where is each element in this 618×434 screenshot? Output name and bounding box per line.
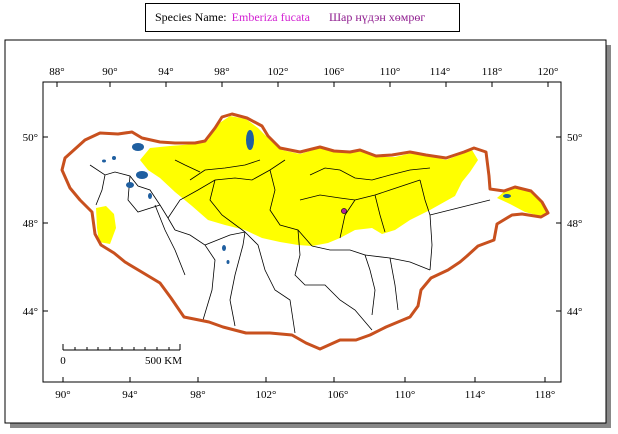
bottom-lon-label: 118° — [535, 389, 556, 401]
top-lon-label: 102° — [268, 66, 289, 78]
scale-end-label: 500 KM — [145, 355, 182, 367]
local-name: Шар нүдэн хөмрөг — [328, 10, 426, 24]
bottom-longitude-labels: 90° 94° 98° 102° 106° 110° 114° 118° — [55, 389, 555, 401]
bottom-lon-label: 94° — [122, 389, 137, 401]
left-lat-label: 44° — [23, 306, 38, 318]
left-lat-label: 50° — [23, 132, 38, 144]
species-title-box: Species Name: Emberiza fucata Шар нүдэн … — [145, 3, 460, 32]
species-name-label: Species Name: — [155, 10, 227, 24]
top-lon-label: 106° — [324, 66, 345, 78]
scale-start-label: 0 — [60, 355, 66, 367]
species-range-main — [140, 116, 478, 246]
top-lon-label: 114° — [430, 66, 451, 78]
top-lon-label: 88° — [49, 66, 64, 78]
top-lon-label: 120° — [538, 66, 559, 78]
top-lon-label: 94° — [158, 66, 173, 78]
lakes — [102, 130, 511, 264]
top-longitude-labels: 88° 90° 94° 98° 102° 106° 110° 114° 118°… — [49, 66, 558, 78]
internal-boundaries — [89, 159, 491, 334]
capital-marker — [341, 208, 347, 214]
scale-bar — [62, 344, 181, 351]
latitude-labels: 50° 48° 44° 50° 48° 44° — [23, 132, 583, 318]
bottom-lon-label: 106° — [328, 389, 349, 401]
left-lat-label: 48° — [23, 218, 38, 230]
bottom-lon-label: 102° — [256, 389, 277, 401]
scientific-name: Emberiza fucata — [231, 10, 310, 24]
bottom-lon-label: 114° — [465, 389, 486, 401]
country-border — [60, 112, 550, 351]
species-range-northcenter — [230, 132, 242, 156]
species-range-west — [96, 206, 116, 244]
graticule-ticks — [43, 82, 561, 382]
top-lon-label: 118° — [482, 66, 503, 78]
right-lat-label: 44° — [567, 306, 582, 318]
right-lat-label: 48° — [567, 218, 582, 230]
bottom-lon-label: 90° — [55, 389, 70, 401]
right-lat-label: 50° — [567, 132, 582, 144]
bottom-lon-label: 110° — [395, 389, 416, 401]
bottom-lon-label: 98° — [190, 389, 205, 401]
species-range-east — [497, 187, 548, 216]
top-lon-label: 90° — [102, 66, 117, 78]
top-lon-label: 98° — [214, 66, 229, 78]
top-lon-label: 110° — [380, 66, 401, 78]
